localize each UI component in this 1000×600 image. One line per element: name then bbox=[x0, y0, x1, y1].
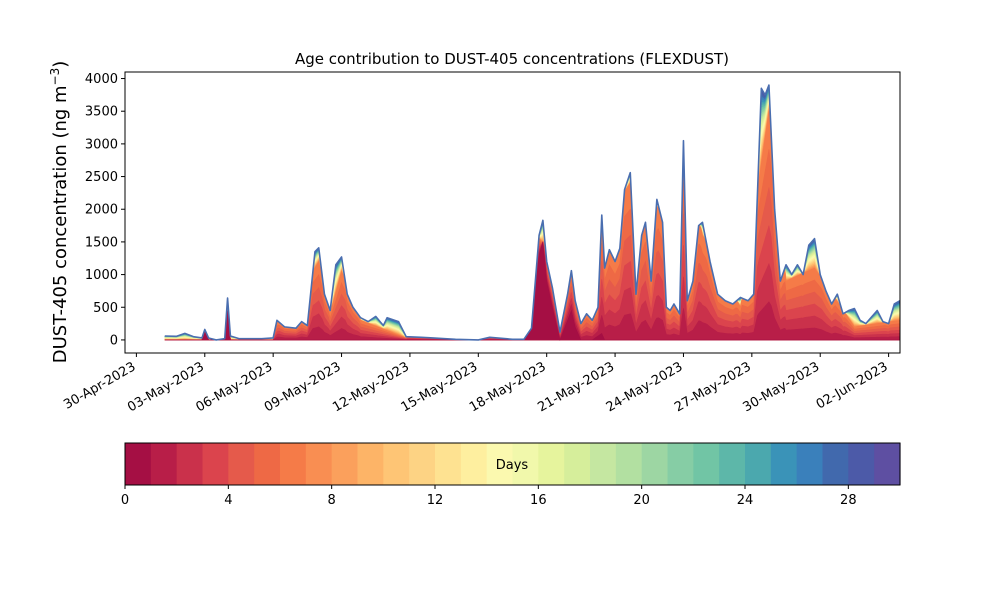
colorbar-segment bbox=[357, 443, 384, 485]
chart-title: Age contribution to DUST-405 concentrati… bbox=[295, 50, 729, 68]
colorbar-segment bbox=[538, 443, 565, 485]
y-axis-label-close: ) bbox=[50, 61, 71, 68]
x-tick-label: 02-Jun-2023 bbox=[814, 359, 891, 412]
colorbar-tick-label: 20 bbox=[633, 493, 650, 508]
colorbar-segment bbox=[176, 443, 204, 485]
total-concentration-line bbox=[164, 84, 900, 341]
x-tick-label: 21-May-2023 bbox=[535, 359, 617, 415]
colorbar-segment bbox=[254, 443, 281, 485]
colorbar-segment bbox=[564, 443, 591, 485]
colorbar-segment bbox=[770, 443, 798, 485]
colorbar-segment bbox=[590, 443, 617, 485]
colorbar-tick-label: 16 bbox=[530, 493, 547, 508]
colorbar-tick-label: 24 bbox=[737, 493, 754, 508]
plot-frame bbox=[124, 71, 901, 354]
y-axis-label-sup: −3 bbox=[48, 68, 62, 86]
colorbar-segment bbox=[486, 443, 514, 485]
colorbar-frame bbox=[124, 442, 901, 486]
x-tick-label: 12-May-2023 bbox=[330, 359, 412, 415]
x-tick-label: 30-May-2023 bbox=[741, 359, 823, 415]
y-tick-label: 0 bbox=[110, 333, 118, 348]
y-tick-label: 3500 bbox=[85, 105, 118, 120]
colorbar-label: Days bbox=[496, 458, 529, 473]
colorbar-segment bbox=[280, 443, 307, 485]
x-tick-label: 18-May-2023 bbox=[467, 359, 549, 415]
colorbar-segment bbox=[796, 443, 824, 485]
y-axis-label-main: DUST-405 concentration (ng m bbox=[50, 85, 71, 363]
colorbar-segment bbox=[641, 443, 669, 485]
x-axis: 30-Apr-202303-May-202306-May-202309-May-… bbox=[61, 353, 891, 415]
colorbar-segment bbox=[822, 443, 849, 485]
y-tick-label: 4000 bbox=[85, 72, 118, 87]
colorbar-segment bbox=[331, 443, 359, 485]
colorbar-segment bbox=[125, 443, 152, 485]
y-tick-label: 2000 bbox=[85, 203, 118, 218]
colorbar-segment bbox=[745, 443, 772, 485]
x-tick-label: 15-May-2023 bbox=[399, 359, 481, 415]
colorbar-segment bbox=[667, 443, 694, 485]
colorbar-tick-label: 12 bbox=[427, 493, 444, 508]
colorbar-tick-label: 8 bbox=[328, 493, 336, 508]
x-tick-label: 06-May-2023 bbox=[193, 359, 275, 415]
colorbar-segment bbox=[719, 443, 746, 485]
y-axis-label: DUST-405 concentration (ng m−3) bbox=[48, 61, 71, 364]
x-tick-label: 24-May-2023 bbox=[604, 359, 686, 415]
age-band-0 bbox=[164, 241, 900, 341]
colorbar-tick-label: 4 bbox=[224, 493, 232, 508]
colorbar-tick-label: 0 bbox=[121, 493, 129, 508]
colorbar: 0 4 8 12 16 20 24 28 bbox=[121, 442, 901, 508]
x-tick-label: 03-May-2023 bbox=[125, 359, 207, 415]
colorbar-segment bbox=[305, 443, 333, 485]
y-tick-label: 2500 bbox=[85, 170, 118, 185]
colorbar-segment bbox=[435, 443, 462, 485]
x-tick-label: 27-May-2023 bbox=[672, 359, 754, 415]
colorbar-segment bbox=[409, 443, 436, 485]
colorbar-segment bbox=[693, 443, 720, 485]
plot-area bbox=[164, 84, 900, 341]
colorbar-segment bbox=[615, 443, 643, 485]
colorbar-segment bbox=[874, 443, 901, 485]
y-tick-label: 1000 bbox=[85, 268, 118, 283]
y-tick-label: 500 bbox=[93, 301, 118, 316]
colorbar-segment bbox=[150, 443, 178, 485]
colorbar-segment bbox=[512, 443, 539, 485]
colorbar-segment bbox=[202, 443, 229, 485]
y-tick-label: 1500 bbox=[85, 235, 118, 250]
colorbar-segment bbox=[460, 443, 488, 485]
x-tick-label: 09-May-2023 bbox=[262, 359, 344, 415]
y-axis: 0 500 1000 1500 2000 2500 3000 3500 4000 bbox=[85, 72, 125, 348]
colorbar-segment bbox=[848, 443, 875, 485]
y-tick-label: 3000 bbox=[85, 137, 118, 152]
colorbar-segment bbox=[228, 443, 255, 485]
colorbar-segment bbox=[383, 443, 410, 485]
colorbar-tick-label: 28 bbox=[840, 493, 857, 508]
